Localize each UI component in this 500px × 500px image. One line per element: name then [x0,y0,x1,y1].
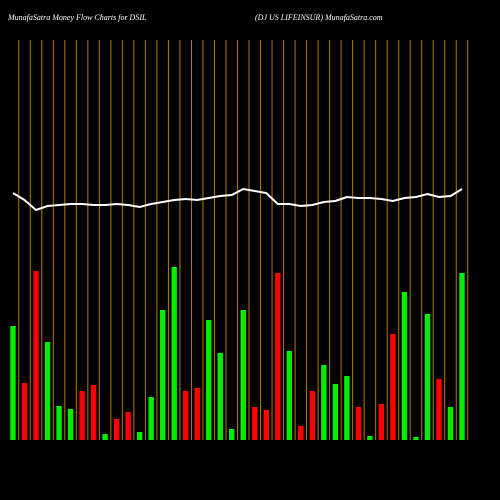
chart-subtitle: (DJ US LIFEINSUR) MunafaSatra.com [255,13,383,22]
bar [378,404,385,440]
bar [159,310,166,440]
bar [33,271,39,440]
bar [194,388,200,440]
bar [102,434,108,440]
bar [263,410,269,440]
bar [367,436,373,440]
bar [125,412,131,440]
bar [148,397,154,440]
bar [355,407,362,440]
bar [67,409,74,440]
bar [171,267,177,440]
bar [286,351,293,440]
bar [206,320,212,440]
bar [413,437,419,440]
bar [79,391,85,440]
bar [229,429,235,440]
bar [298,426,304,440]
bar [275,273,281,440]
bar [459,273,465,440]
bar [182,391,189,440]
bar [21,383,28,440]
bar [44,342,51,440]
bar [56,406,62,440]
bar [436,379,442,440]
flow-line [12,187,463,212]
bar [240,310,246,440]
bar [136,432,143,440]
bar [309,391,316,440]
bar [332,384,339,440]
bar [90,385,97,440]
bar [113,419,120,440]
bar [217,353,223,440]
bar [321,365,327,440]
bar [252,407,258,440]
chart-title: MunafaSatra Money Flow Charts for DSIL [7,13,147,22]
bar [10,326,16,440]
bar [447,407,454,440]
bar [424,314,431,440]
bar [344,376,350,440]
bar [390,334,396,440]
bar [401,292,408,440]
